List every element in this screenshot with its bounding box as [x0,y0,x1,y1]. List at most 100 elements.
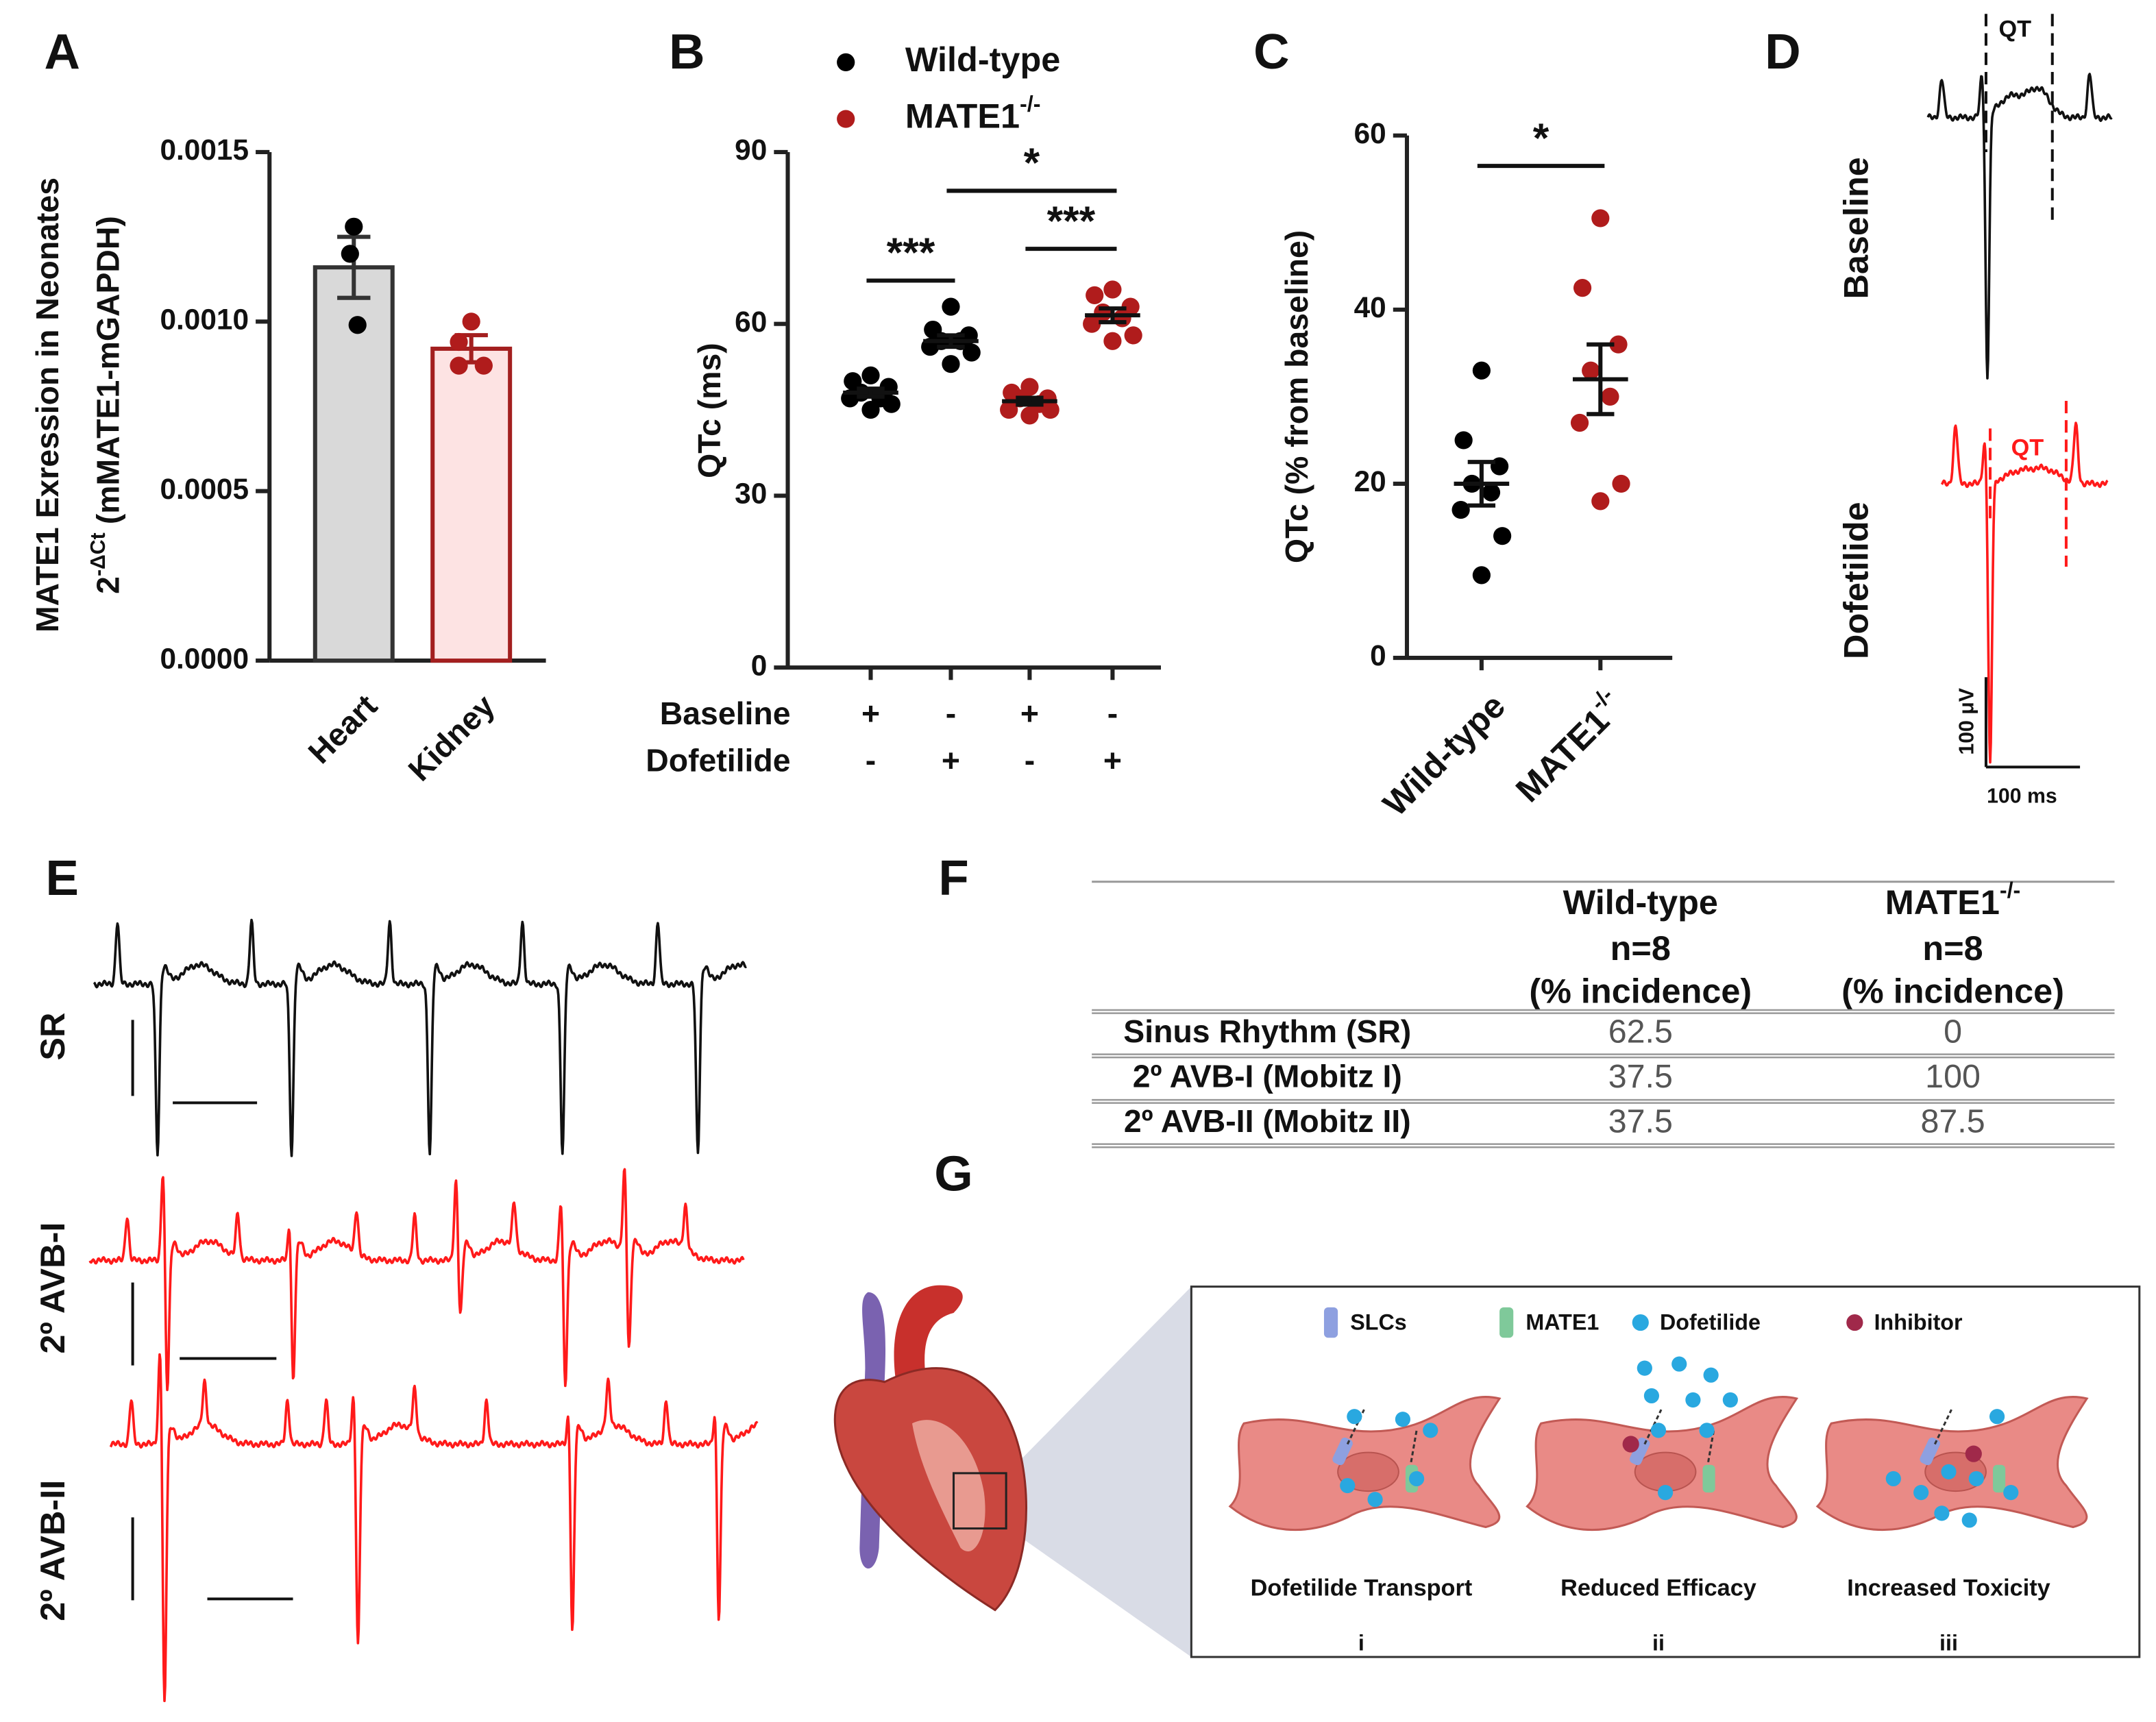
mate-icon [1993,1464,2006,1493]
drug-dot [1968,1471,1984,1487]
y-tick-label: 0.0010 [160,304,249,336]
error-bar [857,386,885,399]
data-point [942,297,960,316]
ecg-trace [1926,73,2113,380]
error-bar [1587,342,1615,417]
qt-label: QT [2011,435,2044,461]
data-point [861,400,880,419]
qt-label: QT [1999,16,2032,42]
drug-dot [1885,1471,1901,1487]
category-name: MATE1 [1508,701,1617,809]
legend-label: Dofetilide [1660,1310,1761,1335]
data-point [1020,406,1039,425]
mate-icon [1702,1464,1715,1493]
data-point [1591,492,1610,511]
drug-dot [1367,1492,1383,1508]
heart-chamber [912,1420,985,1552]
data-point [942,355,960,373]
legend-marker [837,53,855,71]
data-point [1083,315,1101,333]
drug-dot [1703,1367,1719,1383]
column-name: MATE1 [1885,883,2000,922]
condition-mark: - [866,743,876,778]
y-tick-label: 0.0005 [160,473,249,505]
data-point [882,395,901,413]
data-point [1451,500,1470,519]
caption: Increased Toxicity [1847,1575,2050,1601]
label-part: (mMATE1-mGAPDH) [90,216,126,524]
slc-icon [1629,1437,1650,1466]
row-label: 2º AVB-I (Mobitz I) [1133,1058,1402,1094]
significance-label: *** [1047,197,1096,244]
table-cell: 0 [1944,1013,1962,1050]
drug-dot [1989,1409,2005,1425]
data-point [348,316,367,334]
row-label: 2º AVB-II (Mobitz II) [1124,1103,1411,1139]
significance-label: * [1024,139,1040,186]
y-tick-label: 0.0015 [160,134,249,166]
data-point [341,245,359,263]
condition-mark: - [1107,696,1118,731]
significance-label: *** [887,229,935,275]
drug-dot [1941,1464,1957,1479]
numeral: i [1358,1630,1364,1655]
data-point [1103,332,1122,350]
y-tick-label: 40 [1354,291,1386,323]
y-tick-label: 0 [751,649,768,681]
data-point [1124,326,1142,345]
condition-mark: + [942,743,960,778]
drug-dot [1657,1485,1674,1501]
table-cell: 37.5 [1608,1058,1673,1095]
label-sup: -ΔCt [87,532,110,576]
ecg-trace [93,918,747,1157]
caption: Reduced Efficacy [1560,1575,1756,1601]
y-tick-label: 30 [735,478,767,510]
drug-dot [2003,1485,2019,1501]
x-tick-label: Kidney [402,687,502,787]
y-tick-label: 90 [735,134,767,166]
panel-label: C [1253,24,1289,79]
error-bar [937,333,965,349]
condition-mark: + [1103,743,1122,778]
column-header: (% incidence) [1841,971,2064,1010]
x-tick-label: Wild-type [1375,686,1512,823]
data-point [1612,474,1630,493]
column-name: Wild-type [1563,883,1718,922]
table-cell: 100 [1925,1058,1981,1095]
data-point [345,217,363,236]
data-point [1000,400,1018,419]
data-point [462,312,480,331]
column-header: MATE1-/- [1885,877,2021,922]
legend-icon [1323,1307,1338,1338]
data-point [1493,527,1512,545]
legend-sup: -/- [1020,91,1040,116]
table-cell: 87.5 [1920,1103,1985,1140]
row-label: Sinus Rhythm (SR) [1123,1013,1411,1049]
data-point [450,332,468,352]
drug-dot [1347,1409,1362,1425]
table-cell: 37.5 [1608,1103,1673,1140]
condition-mark: + [861,696,880,731]
legend-marker [837,110,855,128]
legend-name: Wild-type [905,40,1060,79]
data-point [1591,209,1610,227]
legend-label: Inhibitor [1874,1310,1963,1335]
data-point [1472,361,1491,380]
caption: Dofetilide Transport [1251,1575,1473,1601]
panel-label: G [934,1146,972,1201]
data-point [474,356,493,375]
drug-dot [1423,1423,1438,1438]
data-point [1573,278,1592,297]
drug-dot [1340,1477,1356,1494]
legend-name: MATE1 [905,97,1020,136]
y-axis-label: QTc (% from baseline) [1279,230,1314,563]
label-part: 2 [90,576,126,594]
x-tick-label: Heart [302,688,384,771]
column-header: Wild-type [1563,883,1718,922]
drug-dot [1395,1412,1411,1427]
legend-label: MATE1 [1526,1310,1599,1335]
numeral: ii [1652,1630,1665,1655]
drug-dot [1699,1423,1715,1438]
condition-mark: + [1020,696,1039,731]
